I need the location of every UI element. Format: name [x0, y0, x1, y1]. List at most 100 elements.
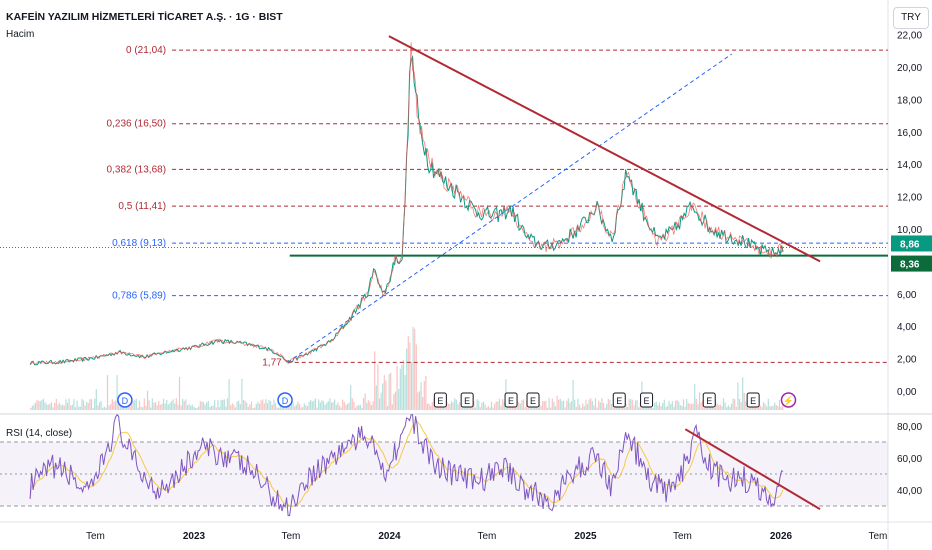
earnings-marker: [640, 392, 654, 408]
volume-bar: [489, 407, 491, 410]
volume-bar: [102, 407, 104, 410]
volume-bar: [522, 399, 525, 410]
volume-bars: [30, 326, 784, 410]
volume-bar: [124, 406, 126, 410]
volume-bar: [607, 399, 609, 410]
volume-bar: [278, 407, 280, 410]
volume-bar: [191, 404, 193, 410]
time-tick-label: Tem: [281, 531, 300, 542]
volume-bar: [572, 380, 574, 410]
diagonal-dashed-line: [287, 53, 733, 363]
volume-bar: [409, 342, 411, 410]
volume-bar: [135, 398, 137, 410]
volume-bar: [172, 399, 174, 410]
currency-button[interactable]: TRY: [893, 7, 929, 29]
volume-bar: [746, 405, 749, 410]
resistance-trendline: [388, 35, 821, 263]
volume-bar: [682, 399, 685, 410]
volume-bar: [202, 402, 205, 410]
volume-bar: [478, 400, 480, 410]
volume-bar: [591, 400, 593, 410]
volume-bar: [73, 399, 75, 410]
volume-bar: [258, 403, 261, 410]
volume-bar: [718, 405, 720, 410]
volume-bar: [246, 402, 248, 410]
price-tick-label: 14,00: [897, 160, 922, 171]
volume-bar: [574, 399, 576, 410]
volume-bar: [666, 405, 669, 410]
volume-bar: [231, 403, 233, 410]
volume-bar: [302, 407, 304, 410]
volume-bar: [113, 401, 115, 410]
volume-bar: [518, 401, 520, 410]
volume-bar: [519, 403, 521, 410]
volume-bar: [678, 401, 680, 410]
volume-bar: [431, 401, 433, 410]
volume-bar: [548, 398, 550, 410]
volume-bar: [295, 404, 297, 410]
volume-bar: [407, 336, 409, 410]
price-tick-label: 6,00: [897, 290, 917, 301]
volume-bar: [674, 400, 677, 410]
volume-bar: [274, 403, 277, 410]
volume-bar: [34, 402, 37, 410]
volume-bar: [694, 384, 696, 410]
volume-bar: [425, 375, 427, 410]
volume-bar: [514, 407, 517, 410]
volume-bar: [697, 404, 699, 410]
volume-bar: [561, 401, 563, 410]
volume-bar: [361, 407, 363, 410]
volume-bar: [738, 398, 741, 410]
volume-bar: [130, 400, 133, 410]
volume-bar: [457, 404, 459, 410]
volume-bar: [311, 401, 313, 410]
volume-bar: [679, 405, 681, 410]
volume-bar: [585, 399, 587, 410]
volume-bar: [734, 399, 736, 410]
volume-bar: [486, 407, 488, 410]
volume-bar: [665, 407, 667, 410]
volume-bar: [498, 398, 501, 410]
volume-bar: [631, 399, 633, 410]
volume-bar: [143, 398, 145, 410]
volume-bar: [670, 404, 672, 410]
price-tick-label: 20,00: [897, 63, 922, 74]
volume-bar: [54, 402, 56, 410]
volume-bar: [657, 405, 659, 410]
volume-bar: [79, 406, 81, 410]
volume-bar: [372, 401, 374, 410]
price-tick-label: 18,00: [897, 95, 922, 106]
volume-bar: [684, 406, 686, 410]
volume-bar: [388, 374, 390, 410]
price-tick-label: 16,00: [897, 128, 922, 139]
fib-level-label: 0,618 (9,13): [112, 238, 166, 249]
volume-bar: [391, 404, 393, 410]
volume-bar: [47, 404, 49, 410]
volume-bar: [330, 402, 333, 410]
fib-level-label: 0,382 (13,68): [107, 164, 167, 175]
volume-bar: [542, 401, 544, 410]
volume-bar: [220, 399, 222, 410]
volume-bar: [326, 402, 328, 410]
volume-bar: [686, 398, 688, 410]
volume-bar: [754, 407, 757, 410]
volume-bar: [346, 403, 349, 410]
volume-bar: [249, 404, 251, 410]
earnings-marker-label: E: [508, 396, 514, 406]
volume-bar: [87, 403, 89, 410]
rsi-ma-line: [29, 421, 784, 507]
rsi-trendline: [684, 428, 821, 511]
volume-bar: [66, 402, 69, 410]
volume-bar: [238, 400, 240, 410]
volume-bar: [558, 399, 560, 410]
volume-bar: [116, 375, 118, 410]
volume-bar: [154, 402, 157, 410]
volume-bar: [654, 402, 656, 410]
volume-bar: [455, 399, 457, 410]
volume-bar: [65, 399, 67, 410]
volume-bar: [316, 407, 318, 410]
price-label-text: 8,86: [900, 239, 920, 250]
earnings-marker-label: E: [437, 396, 443, 406]
fib-level-label: 0,5 (11,41): [118, 201, 166, 212]
